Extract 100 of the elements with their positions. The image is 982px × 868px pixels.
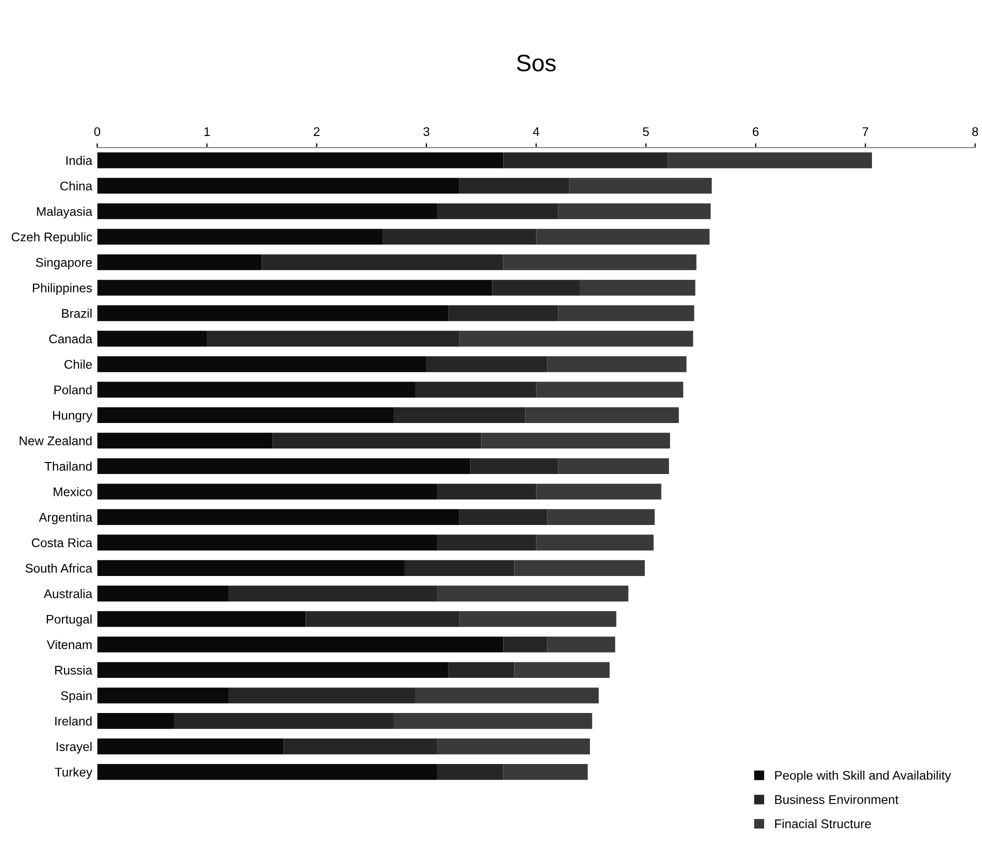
y-tick-label: Vitenam <box>46 640 92 650</box>
y-tick-label: Portugal <box>46 614 92 626</box>
y-tick-label: Philippines <box>32 283 92 295</box>
bar <box>228 688 416 704</box>
bar <box>97 228 383 245</box>
x-tick-label: 5 <box>642 127 649 136</box>
y-tick-label: Turkey <box>54 767 92 780</box>
bar <box>97 280 492 296</box>
bar <box>415 688 599 704</box>
bar <box>97 662 448 678</box>
bar <box>558 458 669 474</box>
chart-title: Sos <box>516 54 556 72</box>
bar <box>481 432 670 449</box>
y-tick-label: China <box>60 181 92 190</box>
bar <box>492 280 580 296</box>
bar <box>470 458 558 474</box>
bar <box>394 407 526 424</box>
y-tick-label: New Zealand <box>20 436 92 446</box>
y-tick-label: Russia <box>55 665 92 675</box>
x-tick-label: 1 <box>204 127 210 136</box>
bar <box>503 254 696 270</box>
bar <box>448 662 514 678</box>
bar <box>97 509 460 525</box>
bar <box>97 356 426 372</box>
y-tick-label: Poland <box>54 385 92 394</box>
bar <box>262 254 504 270</box>
y-tick-label: Hungry <box>53 411 92 422</box>
x-tick-label: 4 <box>532 127 540 136</box>
y-tick-label: Canada <box>49 334 92 344</box>
y-tick-label: Spain <box>60 690 92 703</box>
bar <box>668 152 872 168</box>
bar <box>514 662 610 678</box>
bar <box>97 636 504 652</box>
bar <box>437 764 504 780</box>
bar <box>503 152 668 168</box>
bar <box>525 407 679 424</box>
y-tick-label: Argentina <box>38 512 92 524</box>
bar <box>514 560 645 576</box>
bar <box>547 509 655 525</box>
bar <box>97 203 438 220</box>
y-tick-label: Australia <box>44 589 92 598</box>
x-tick-label: 0 <box>94 127 100 136</box>
bar <box>97 152 504 168</box>
bar <box>547 636 616 652</box>
bar <box>228 586 438 602</box>
bar <box>536 484 662 500</box>
bar <box>536 228 710 245</box>
bar <box>284 738 438 754</box>
bar <box>415 382 536 398</box>
bar <box>437 738 590 754</box>
bar <box>459 611 616 627</box>
bar <box>272 432 482 449</box>
bar <box>437 203 558 220</box>
y-tick-label: Singapore <box>36 258 92 270</box>
bar <box>394 713 592 729</box>
bar <box>503 636 548 652</box>
bar <box>536 382 684 398</box>
x-tick-label: 3 <box>423 127 430 136</box>
x-tick-label: 2 <box>314 127 320 136</box>
bar <box>558 305 694 322</box>
bar <box>97 534 438 550</box>
y-tick-label: Malayasia <box>37 206 92 218</box>
bar <box>503 764 588 780</box>
y-tick-label: Chile <box>64 360 92 369</box>
y-tick-label: Ireland <box>55 716 92 726</box>
legend-label: Business Environment <box>775 794 898 804</box>
bar <box>97 330 207 347</box>
bar <box>97 611 306 627</box>
bar <box>306 611 460 627</box>
y-tick-label: Brazil <box>62 308 92 318</box>
bar <box>97 407 394 424</box>
bar <box>547 356 687 372</box>
bar <box>459 330 694 347</box>
x-tick-label: 7 <box>862 127 868 136</box>
bar <box>97 738 284 754</box>
bar <box>448 305 558 322</box>
bar <box>97 305 448 322</box>
bar <box>404 560 514 576</box>
bar <box>97 688 229 704</box>
bar <box>97 713 174 729</box>
y-tick-label: Czeh Republic <box>12 232 92 244</box>
bar <box>206 330 460 347</box>
legend-label: Finacial Structure <box>775 819 871 828</box>
bar <box>97 432 273 449</box>
y-tick-label: South Africa <box>26 564 92 573</box>
bar <box>97 458 470 474</box>
bar <box>437 586 628 602</box>
bar <box>569 178 712 194</box>
bar <box>382 228 536 245</box>
x-tick-label: 6 <box>752 127 759 136</box>
bar <box>97 254 262 270</box>
bar <box>437 484 536 500</box>
x-tick-label: 8 <box>972 127 978 136</box>
bar <box>536 534 654 550</box>
y-tick-label: Thailand <box>44 462 92 471</box>
bar <box>426 356 548 372</box>
bar <box>97 382 416 398</box>
bar <box>558 203 711 220</box>
y-tick-label: Israyel <box>56 742 92 754</box>
bar <box>97 178 460 194</box>
